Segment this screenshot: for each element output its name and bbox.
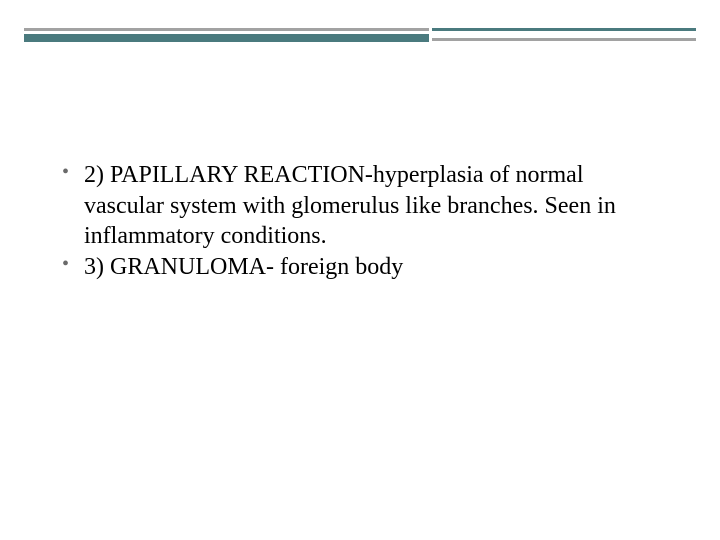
rule-segment-bottom-left bbox=[24, 34, 429, 42]
rule-segment-top-left bbox=[24, 28, 429, 31]
bullet-text: 2) PAPILLARY REACTION-hyperplasia of nor… bbox=[84, 162, 616, 249]
list-item: 3) GRANULOMA- foreign body bbox=[56, 252, 664, 283]
list-item: 2) PAPILLARY REACTION-hyperplasia of nor… bbox=[56, 160, 664, 252]
bullet-list: 2) PAPILLARY REACTION-hyperplasia of nor… bbox=[56, 160, 664, 283]
rule-segment-top-right bbox=[432, 28, 696, 31]
rule-segment-bottom-right bbox=[432, 38, 696, 41]
slide-body: 2) PAPILLARY REACTION-hyperplasia of nor… bbox=[56, 160, 664, 283]
bullet-text: 3) GRANULOMA- foreign body bbox=[84, 254, 403, 280]
